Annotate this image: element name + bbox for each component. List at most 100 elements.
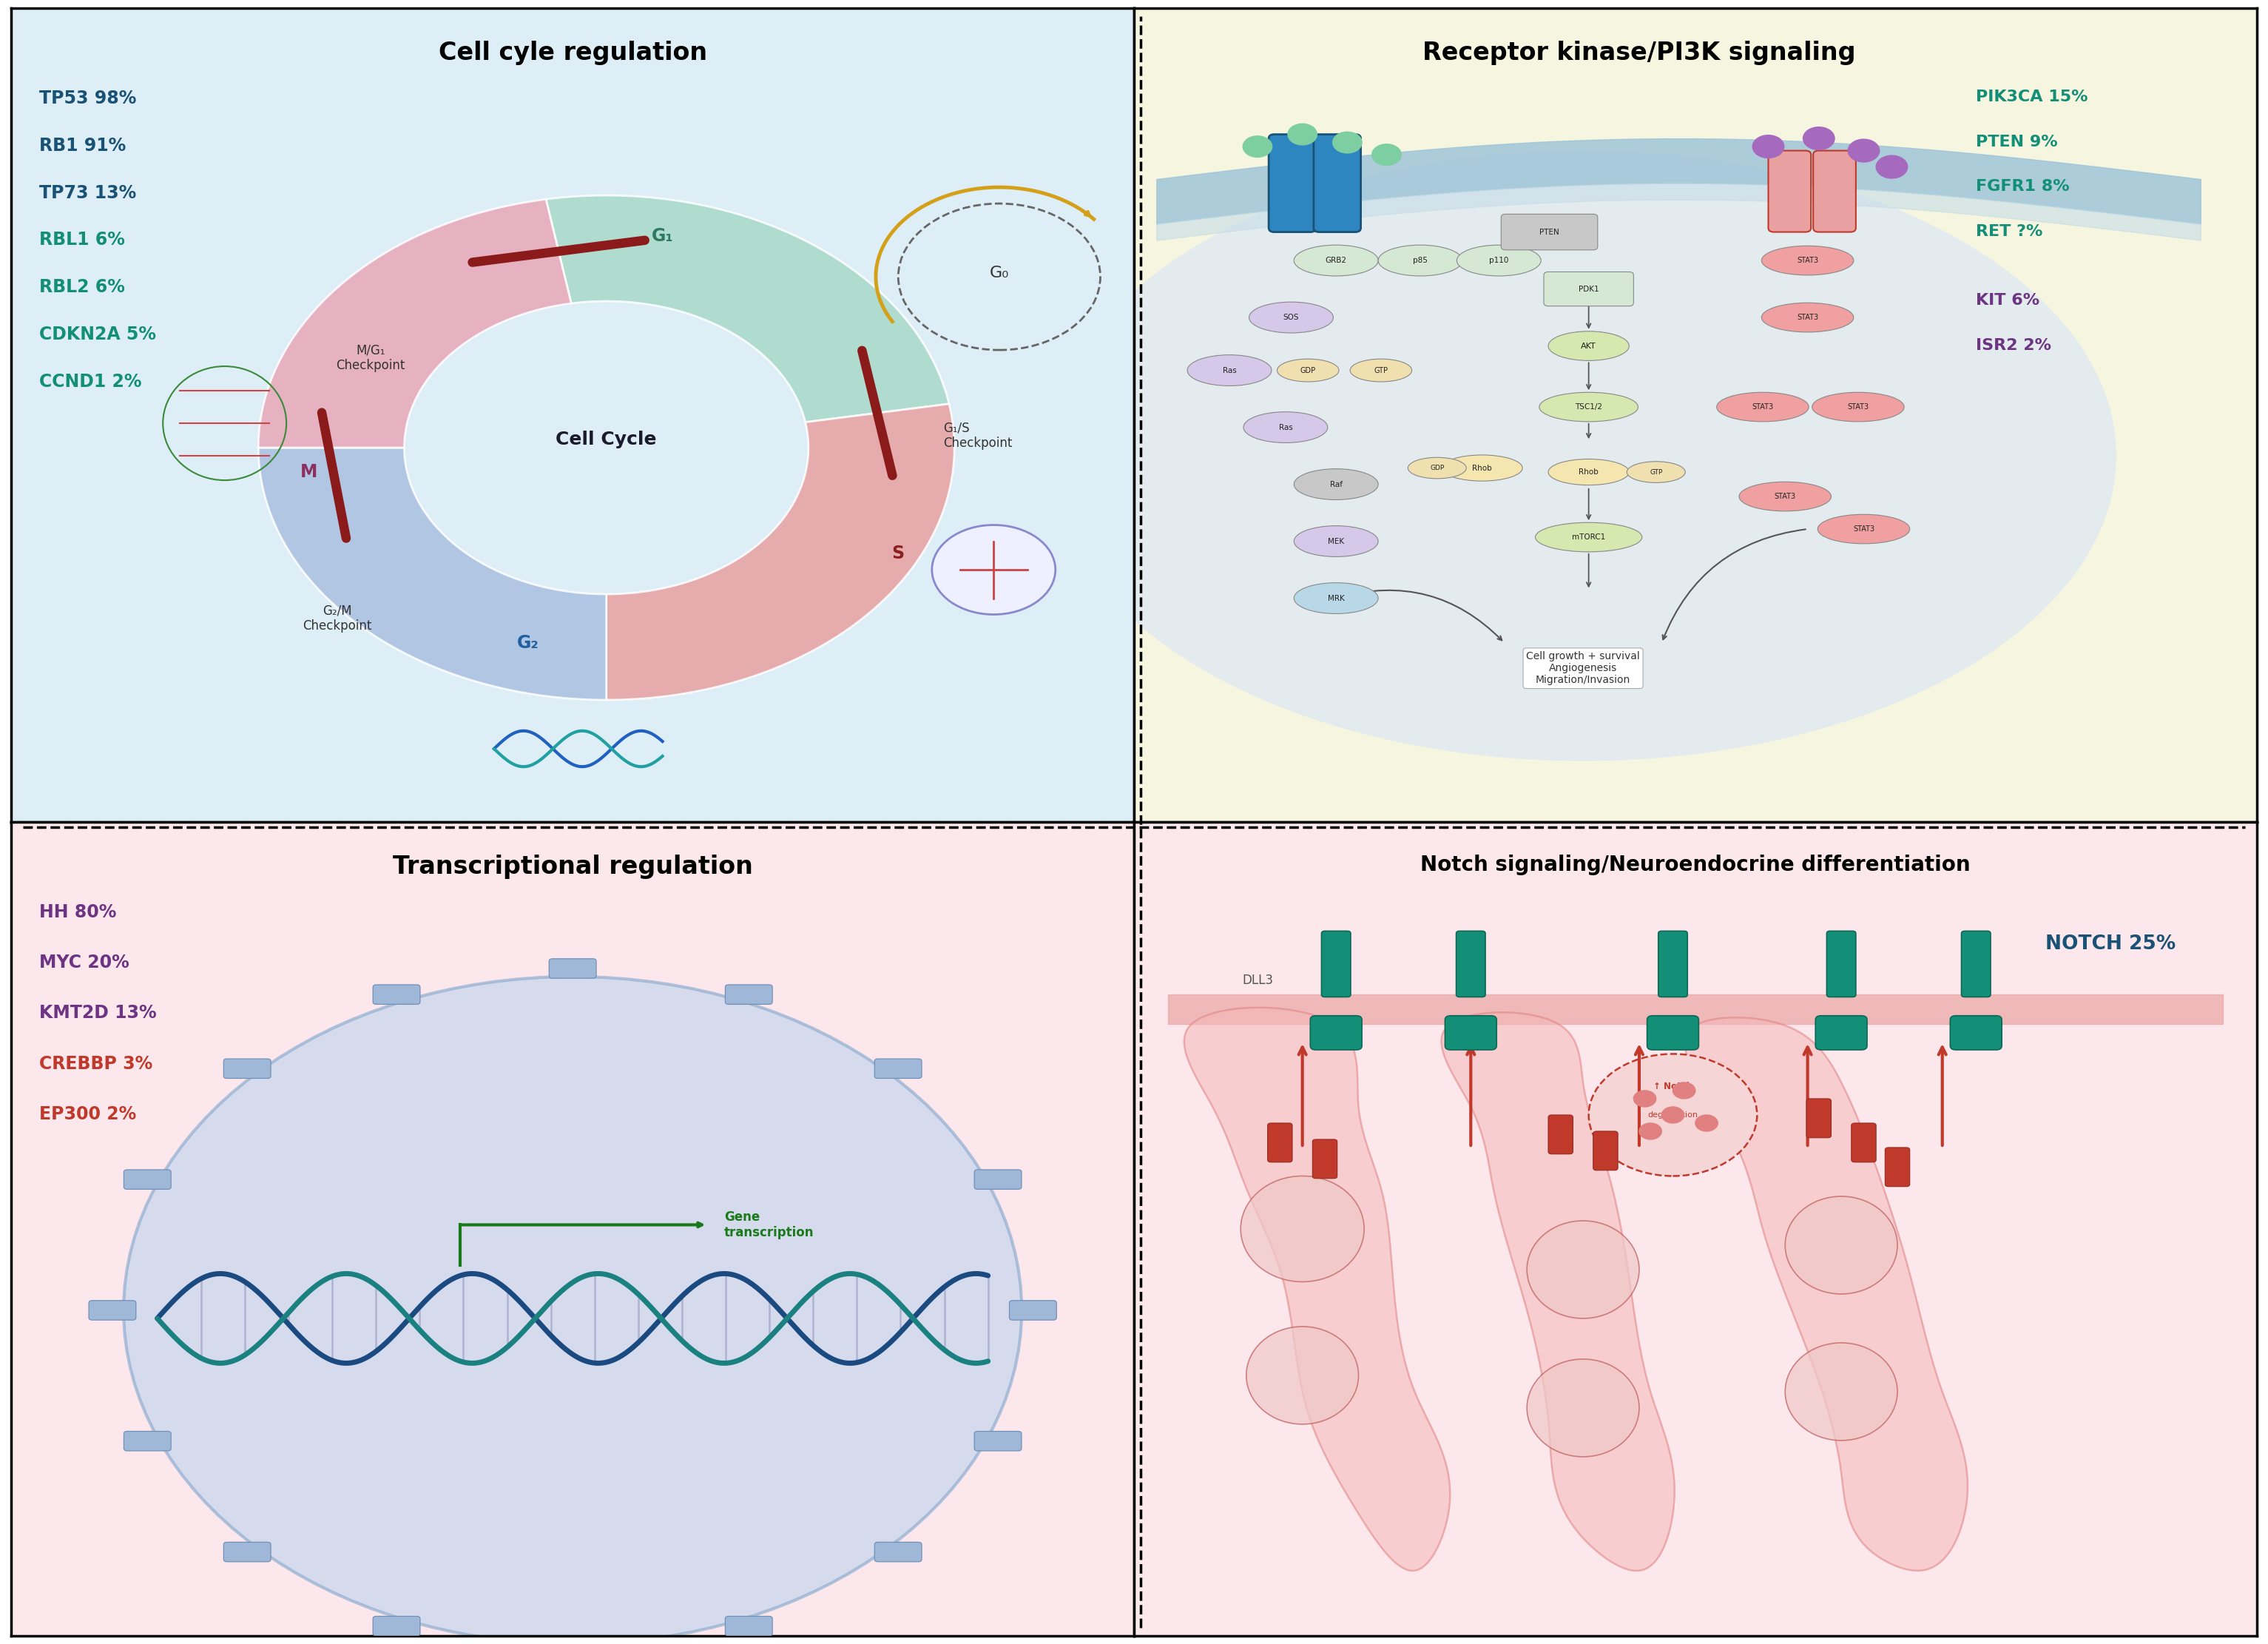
Text: M/G₁
Checkpoint: M/G₁ Checkpoint (336, 344, 406, 373)
Text: p85: p85 (1413, 256, 1427, 265)
FancyBboxPatch shape (1322, 931, 1352, 996)
Text: Notch signaling/Neuroendocrine differentiation: Notch signaling/Neuroendocrine different… (1420, 855, 1971, 875)
Text: RBL2 6%: RBL2 6% (39, 278, 125, 296)
Text: Cell cyle regulation: Cell cyle regulation (438, 41, 708, 66)
Polygon shape (606, 404, 955, 700)
Polygon shape (1685, 1018, 1969, 1570)
Text: AKT: AKT (1581, 342, 1597, 350)
Polygon shape (547, 196, 948, 423)
Text: ↑ Notch: ↑ Notch (1653, 1082, 1692, 1092)
FancyBboxPatch shape (975, 1171, 1021, 1189)
FancyBboxPatch shape (1268, 1123, 1293, 1162)
Text: RET ?%: RET ?% (1975, 224, 2043, 238)
FancyBboxPatch shape (549, 1642, 596, 1644)
Text: STAT3: STAT3 (1796, 256, 1819, 265)
Text: RBL1 6%: RBL1 6% (39, 232, 125, 248)
Text: TP53 98%: TP53 98% (39, 90, 136, 107)
Text: GDP: GDP (1431, 465, 1445, 472)
Text: CREBBP 3%: CREBBP 3% (39, 1055, 152, 1072)
Circle shape (932, 524, 1055, 615)
Ellipse shape (1188, 355, 1272, 386)
FancyBboxPatch shape (225, 1542, 270, 1562)
Ellipse shape (1717, 393, 1808, 421)
Ellipse shape (1295, 526, 1379, 557)
FancyBboxPatch shape (975, 1432, 1021, 1450)
Text: TP73 13%: TP73 13% (39, 184, 136, 202)
Circle shape (1848, 140, 1880, 163)
FancyBboxPatch shape (1311, 1016, 1361, 1051)
Text: G₁/S
Checkpoint: G₁/S Checkpoint (943, 421, 1012, 450)
Ellipse shape (1540, 393, 1637, 421)
Text: Receptor kinase/PI3K signaling: Receptor kinase/PI3K signaling (1422, 41, 1855, 66)
Circle shape (1876, 156, 1907, 178)
FancyBboxPatch shape (88, 1300, 136, 1320)
Text: Ras: Ras (1279, 424, 1293, 431)
Ellipse shape (1526, 1360, 1640, 1457)
FancyBboxPatch shape (372, 1616, 420, 1636)
FancyBboxPatch shape (1962, 931, 1991, 996)
Circle shape (1753, 135, 1785, 158)
FancyBboxPatch shape (1445, 1016, 1497, 1051)
Text: GRB2: GRB2 (1325, 256, 1347, 265)
FancyBboxPatch shape (875, 1542, 921, 1562)
Ellipse shape (1295, 245, 1379, 276)
Circle shape (1588, 1054, 1758, 1175)
Text: GTP: GTP (1374, 367, 1388, 375)
Ellipse shape (1812, 393, 1905, 421)
Ellipse shape (1379, 245, 1463, 276)
Text: G₀: G₀ (989, 265, 1009, 279)
Text: MEK: MEK (1327, 538, 1345, 544)
Text: G₂/M
Checkpoint: G₂/M Checkpoint (302, 605, 372, 633)
Ellipse shape (1526, 1221, 1640, 1318)
Ellipse shape (1817, 515, 1910, 544)
FancyBboxPatch shape (1950, 1016, 2003, 1051)
FancyBboxPatch shape (549, 958, 596, 978)
Ellipse shape (1349, 358, 1413, 381)
Ellipse shape (1456, 245, 1540, 276)
Circle shape (1662, 1106, 1685, 1123)
Circle shape (1633, 1090, 1656, 1106)
Text: ISR2 2%: ISR2 2% (1975, 337, 2053, 352)
FancyBboxPatch shape (1647, 1016, 1699, 1051)
FancyBboxPatch shape (1501, 214, 1597, 250)
Ellipse shape (1250, 302, 1334, 334)
Text: EP300 2%: EP300 2% (39, 1105, 136, 1123)
Text: Transcriptional regulation: Transcriptional regulation (392, 855, 753, 880)
Text: HH 80%: HH 80% (39, 903, 116, 921)
Text: PTEN: PTEN (1540, 229, 1560, 235)
Circle shape (1694, 1115, 1717, 1131)
FancyBboxPatch shape (1268, 135, 1315, 232)
Text: SOS: SOS (1284, 314, 1300, 321)
Text: G₁: G₁ (651, 227, 674, 245)
Text: Ras: Ras (1222, 367, 1236, 375)
FancyBboxPatch shape (1851, 1123, 1876, 1162)
FancyBboxPatch shape (726, 985, 773, 1004)
FancyBboxPatch shape (372, 985, 420, 1004)
Ellipse shape (1277, 358, 1338, 381)
FancyBboxPatch shape (1769, 151, 1810, 232)
Text: Cell growth + survival
Angiogenesis
Migration/Invasion: Cell growth + survival Angiogenesis Migr… (1526, 651, 1640, 686)
Text: MRK: MRK (1327, 595, 1345, 602)
Text: CCND1 2%: CCND1 2% (39, 373, 143, 391)
FancyBboxPatch shape (125, 1171, 170, 1189)
Text: KMT2D 13%: KMT2D 13% (39, 1004, 156, 1023)
Text: p110: p110 (1490, 256, 1508, 265)
Ellipse shape (125, 977, 1021, 1644)
Text: PDK1: PDK1 (1579, 286, 1599, 293)
Text: NOTCH 25%: NOTCH 25% (2046, 934, 2175, 954)
FancyBboxPatch shape (875, 1059, 921, 1078)
Text: mTORC1: mTORC1 (1572, 533, 1606, 541)
Ellipse shape (1295, 469, 1379, 500)
FancyBboxPatch shape (1658, 931, 1687, 996)
Ellipse shape (1243, 413, 1327, 442)
Text: M: M (299, 464, 318, 482)
Text: STAT3: STAT3 (1774, 493, 1796, 500)
FancyBboxPatch shape (1313, 135, 1361, 232)
Text: Rhob: Rhob (1579, 469, 1599, 475)
Ellipse shape (1762, 247, 1853, 275)
Polygon shape (1184, 1008, 1449, 1570)
Circle shape (1288, 123, 1318, 145)
Polygon shape (259, 199, 572, 447)
Polygon shape (259, 447, 606, 700)
Ellipse shape (1050, 151, 2116, 761)
